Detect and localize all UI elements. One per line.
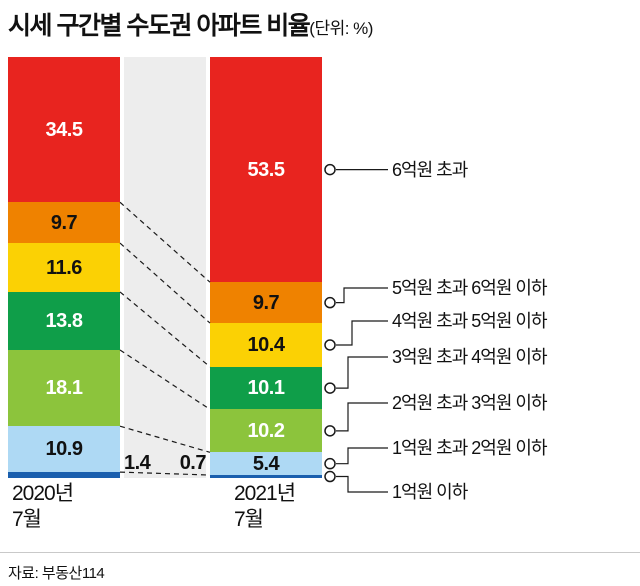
category-label-4-to-5: 4억원 초과 5억원 이하 xyxy=(392,311,548,331)
x-label-2020: 2020년 7월 xyxy=(12,481,74,533)
bar-segment xyxy=(8,291,120,350)
bar-segment xyxy=(8,57,120,203)
x-label-2021-year: 2021년 xyxy=(234,482,296,505)
segment-value: 10.9 xyxy=(45,438,83,461)
category-label-5-to-6: 5억원 초과 6억원 이하 xyxy=(392,278,548,298)
chart-unit: (단위: %) xyxy=(309,19,373,38)
category-label-2-to-3: 2억원 초과 3억원 이하 xyxy=(392,393,548,413)
category-label-3-to-4: 3억원 초과 4억원 이하 xyxy=(392,347,548,367)
x-label-2021-month: 7월 xyxy=(234,508,264,531)
x-label-2020-year: 2020년 xyxy=(12,482,74,505)
x-label-2020-month: 7월 xyxy=(12,508,42,531)
segment-value: 1.4 xyxy=(124,452,151,474)
bar-segment xyxy=(210,409,322,453)
chart-title: 시세 구간별 수도권 아파트 비율 xyxy=(8,12,311,40)
segment-value: 10.1 xyxy=(247,377,285,400)
bar-segment xyxy=(210,282,322,324)
source-note: 자료: 부동산114 xyxy=(8,565,105,582)
footer-divider xyxy=(0,552,640,553)
bar-segment xyxy=(8,350,120,427)
segment-value: 0.7 xyxy=(179,452,207,474)
category-label-1-to-2: 1억원 초과 2억원 이하 xyxy=(392,438,548,458)
x-label-2021: 2021년 7월 xyxy=(234,481,296,533)
bar-segment xyxy=(210,366,322,410)
segment-value: 53.5 xyxy=(247,158,285,181)
bar-segment xyxy=(210,452,322,476)
segment-value: 13.8 xyxy=(45,309,83,332)
category-label-under-1: 1억원 이하 xyxy=(392,482,468,502)
segment-value: 18.1 xyxy=(45,377,83,400)
bar-segment xyxy=(210,323,322,367)
bar-segment xyxy=(8,202,120,244)
segment-value: 9.7 xyxy=(50,211,78,234)
category-label-over-6: 6억원 초과 xyxy=(392,160,468,180)
segment-value: 10.2 xyxy=(247,419,285,442)
bar-segment xyxy=(8,243,120,292)
segment-value: 34.5 xyxy=(45,118,83,141)
bar-segment xyxy=(8,426,120,473)
segment-value: 11.6 xyxy=(46,256,82,279)
bar-segment xyxy=(210,475,322,478)
header: 시세 구간별 수도권 아파트 비율(단위: %) xyxy=(8,6,373,42)
bar-segment xyxy=(8,472,120,478)
segment-value: 10.4 xyxy=(247,333,285,356)
segment-value: 9.7 xyxy=(252,291,280,314)
bar-segment xyxy=(210,57,322,283)
segment-value: 5.4 xyxy=(252,452,280,475)
